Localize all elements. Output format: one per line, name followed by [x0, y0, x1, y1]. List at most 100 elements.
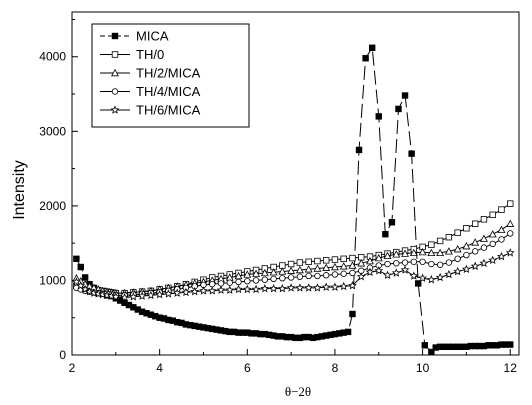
legend: MICA TH/0 TH/2/MICA TH/4/MICA TH/6/MICA	[91, 23, 250, 128]
data-point	[296, 273, 304, 280]
data-point	[137, 291, 147, 300]
x-tick-label: 4	[156, 361, 163, 375]
data-point	[252, 277, 260, 284]
data-point	[330, 262, 339, 271]
data-point	[111, 292, 121, 301]
data-point	[497, 251, 506, 261]
data-point	[383, 251, 392, 260]
data-point	[287, 274, 295, 281]
data-point	[401, 249, 410, 257]
series-th-2-mica	[72, 219, 515, 297]
data-point	[314, 257, 321, 265]
legend-item-th-2-mica: TH/2/MICA	[100, 66, 201, 81]
data-point	[436, 248, 445, 257]
data-point	[313, 264, 322, 272]
legend-item-th-0: TH/0	[100, 47, 164, 62]
data-point	[401, 92, 409, 99]
data-point	[344, 328, 352, 336]
legend-marker	[111, 51, 119, 58]
data-point	[330, 282, 340, 291]
data-point	[93, 289, 103, 298]
series-th-0	[73, 200, 514, 297]
data-point	[392, 250, 401, 258]
data-point	[107, 291, 116, 300]
data-point	[365, 267, 375, 276]
data-point	[471, 248, 479, 255]
data-point	[374, 266, 384, 275]
data-point	[480, 244, 488, 251]
data-point	[348, 281, 357, 290]
data-point	[488, 255, 498, 265]
data-point	[498, 236, 505, 243]
data-point	[261, 276, 269, 283]
data-point	[418, 247, 427, 256]
data-point	[462, 241, 471, 250]
data-point	[463, 251, 470, 259]
data-point	[453, 266, 463, 276]
data-point	[356, 272, 366, 281]
data-point	[462, 264, 471, 274]
data-point	[507, 200, 514, 207]
data-point	[234, 284, 243, 294]
data-point	[313, 283, 322, 292]
data-point	[479, 234, 488, 242]
data-point	[400, 265, 410, 274]
data-point	[506, 219, 515, 227]
x-tick-label: 10	[416, 361, 430, 375]
data-point	[436, 261, 444, 268]
data-point	[498, 206, 505, 213]
data-point	[507, 230, 514, 237]
legend-item-mica: MICA	[100, 29, 169, 44]
data-point	[77, 263, 84, 271]
x-axis-label: θ−2θ	[285, 384, 311, 399]
data-point	[155, 289, 165, 299]
legend-label: TH/0	[136, 47, 164, 62]
x-axis: 2 4 6 8 10 12	[69, 349, 518, 375]
data-point	[355, 146, 363, 154]
legend-label: TH/4/MICA	[136, 84, 201, 99]
legend-marker	[111, 88, 119, 95]
data-point	[164, 289, 173, 298]
data-point	[357, 259, 366, 267]
data-point	[383, 270, 392, 279]
data-point	[480, 216, 488, 223]
data-point	[322, 257, 330, 264]
data-point	[146, 290, 156, 300]
data-point	[287, 260, 295, 268]
data-point	[415, 280, 422, 287]
data-point	[304, 265, 313, 273]
data-point	[444, 269, 454, 279]
legend-marker	[110, 105, 120, 114]
data-point	[391, 268, 401, 277]
data-point	[305, 258, 312, 265]
x-tick-label: 8	[332, 361, 339, 375]
legend-marker	[111, 32, 119, 40]
data-point	[260, 284, 270, 293]
series-th-6-mica	[71, 248, 515, 302]
y-tick-label: 3000	[39, 124, 66, 138]
y-axis-label: Intensity	[11, 160, 28, 220]
data-point	[507, 341, 514, 348]
data-point	[181, 287, 191, 297]
data-point	[428, 241, 435, 248]
data-point	[409, 271, 419, 280]
data-point	[102, 290, 112, 300]
data-point	[349, 254, 356, 262]
data-point	[322, 263, 331, 271]
x-tick-label: 12	[504, 361, 518, 375]
data-point	[388, 219, 396, 226]
data-point	[497, 225, 506, 233]
data-point	[331, 271, 339, 278]
data-point	[488, 230, 497, 238]
data-point	[243, 270, 252, 278]
data-point	[279, 274, 286, 282]
data-point	[287, 266, 296, 274]
data-point	[251, 284, 261, 294]
data-point	[252, 269, 261, 277]
legend-marker	[111, 68, 119, 77]
data-point	[445, 259, 453, 266]
data-point	[426, 275, 436, 284]
legend-item-th-4-mica: TH/4/MICA	[100, 84, 201, 99]
data-point	[339, 262, 348, 270]
data-point	[348, 261, 357, 269]
